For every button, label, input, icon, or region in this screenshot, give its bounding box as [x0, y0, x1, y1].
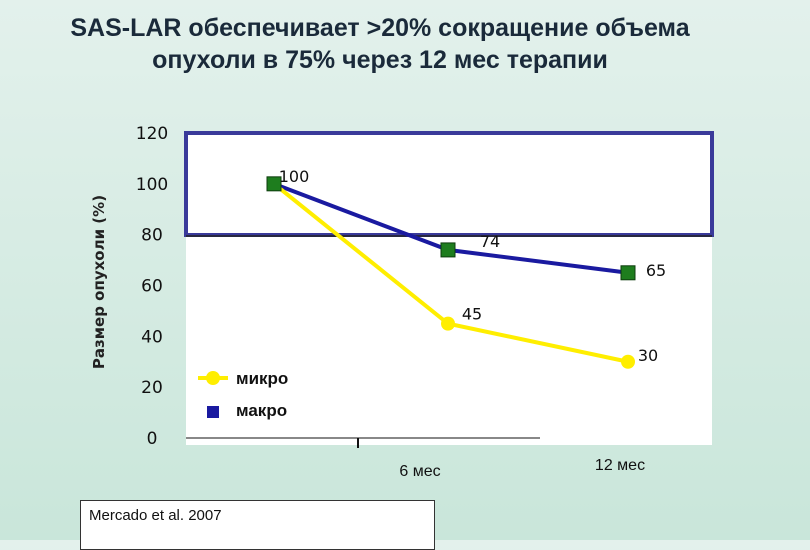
legend-mikro-marker — [206, 371, 220, 385]
series-layer: 45 30 100 74 65 — [266, 167, 666, 369]
legend-makro-label: макро — [236, 401, 287, 420]
highlight-frame — [184, 131, 714, 237]
y-tick-labels: 0 20 40 60 80 100 120 — [136, 124, 168, 449]
x-category-12: 12 мес — [595, 457, 645, 474]
y-tick-label: 120 — [136, 124, 168, 144]
y-tick-label: 0 — [147, 429, 158, 449]
y-tick-label: 100 — [136, 175, 168, 195]
makro-data-label: 74 — [480, 232, 500, 251]
y-tick-label: 80 — [141, 226, 163, 246]
mikro-data-label: 45 — [462, 305, 482, 324]
makro-point — [266, 176, 282, 192]
source-citation: Mercado et al. 2007 — [80, 500, 435, 550]
mikro-point — [441, 316, 455, 331]
x-category-6: 6 мес — [399, 463, 440, 480]
y-tick-label: 60 — [141, 277, 163, 297]
mikro-data-label: 30 — [638, 346, 658, 365]
plot-area — [186, 133, 712, 445]
makro-data-label: 65 — [646, 261, 666, 280]
slide-title: SAS-LAR обеспечивает >20% сокращение объ… — [0, 12, 760, 76]
y-tick-label: 20 — [141, 378, 163, 398]
makro-data-label: 100 — [279, 167, 310, 186]
legend-makro-marker — [207, 406, 219, 418]
mikro-point — [621, 354, 635, 369]
title-line-2: опухоли в 75% через 12 мес терапии — [152, 46, 608, 74]
title-line-1: SAS-LAR обеспечивает >20% сокращение объ… — [70, 14, 690, 42]
legend: микро макро — [198, 369, 288, 420]
makro-point — [620, 265, 636, 281]
y-axis-label: Размер опухоли (%) — [90, 195, 108, 369]
legend-mikro-label: микро — [236, 369, 288, 388]
makro-point — [440, 242, 456, 258]
y-tick-label: 40 — [141, 327, 163, 347]
